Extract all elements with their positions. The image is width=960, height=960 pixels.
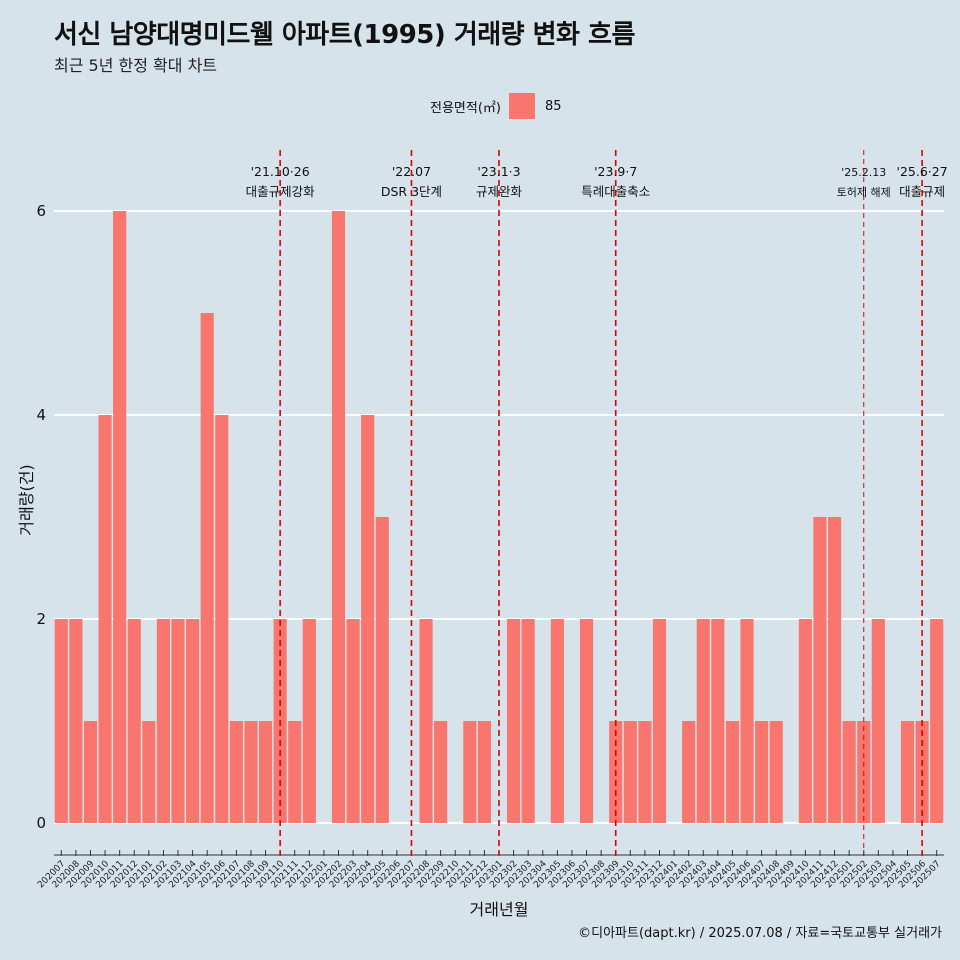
bar-202205 [375, 517, 389, 823]
y-tick-label: 0 [36, 814, 46, 832]
bar-202211 [463, 721, 477, 823]
event-date-label: '25.6·27 [897, 164, 948, 179]
bar-202403 [696, 619, 710, 823]
event-name-label: 특례대출축소 [581, 184, 650, 199]
bar-202107 [229, 721, 243, 823]
legend-item-label: 85 [544, 98, 562, 114]
event-date-label: '23.9·7 [594, 164, 637, 179]
event-date-label: '23.1·3 [477, 164, 520, 179]
bar-202505 [900, 721, 915, 823]
bar-202303 [521, 619, 535, 823]
y-tick-label: 4 [36, 406, 46, 424]
event-name-label: 토허제 해제 [837, 185, 891, 199]
bar-202104 [186, 619, 200, 823]
bar-202310 [623, 721, 637, 823]
bar-202008 [69, 619, 83, 823]
y-axis-title: 거래량(건) [17, 464, 36, 535]
bar-202009 [83, 721, 98, 823]
bar-202108 [244, 721, 258, 823]
event-name-label: 대출규제강화 [246, 184, 316, 199]
bar-202406 [740, 619, 754, 823]
bar-202501 [842, 721, 856, 823]
bar-202202 [331, 211, 346, 823]
y-tick-label: 2 [36, 610, 46, 628]
source-caption: ©디아파트(dapt.kr) / 2025.07.08 / 자료=국토교통부 실… [578, 926, 942, 941]
bar-202405 [725, 721, 740, 823]
bar-202112 [302, 619, 316, 823]
bar-202503 [871, 619, 885, 823]
bar-202101 [142, 721, 156, 823]
bar-202102 [156, 619, 170, 823]
bar-202209 [434, 721, 448, 823]
event-date-label: '21.10·26 [251, 164, 310, 179]
bar-202203 [346, 619, 360, 823]
bar-202404 [711, 619, 725, 823]
bar-202410 [798, 619, 812, 823]
chart-subtitle: 최근 5년 한정 확대 차트 [54, 56, 218, 75]
event-name-label: 규제완화 [476, 184, 523, 199]
chart-title: 서신 남양대명미드웰 아파트(1995) 거래량 변화 흐름 [54, 20, 635, 50]
bar-202411 [813, 517, 827, 823]
bar-202305 [550, 619, 564, 823]
event-date-label: '25.2.13 [841, 166, 886, 179]
bar-202011 [113, 211, 127, 823]
bar-202311 [638, 721, 652, 823]
bar-202204 [361, 415, 375, 823]
bar-202507 [930, 619, 944, 823]
bar-202312 [652, 619, 667, 823]
bar-202208 [419, 619, 433, 823]
bar-202408 [769, 721, 783, 823]
bar-202106 [215, 415, 229, 823]
bar-202111 [288, 721, 302, 823]
bar-202109 [258, 721, 273, 823]
event-name-label: DSR 3단계 [381, 184, 442, 199]
event-date-label: '22.07 [392, 164, 431, 179]
bar-202412 [828, 517, 842, 823]
legend-title: 전용면적(㎡) [430, 100, 501, 116]
x-axis-title: 거래년월 [470, 900, 529, 919]
bar-202302 [507, 619, 521, 823]
bar-202212 [477, 721, 491, 823]
bar-202105 [200, 313, 214, 823]
bar-202307 [579, 619, 594, 823]
bar-202012 [127, 619, 141, 823]
bar-202010 [98, 415, 112, 823]
legend: 전용면적(㎡) 85 [430, 93, 562, 119]
y-tick-label: 6 [36, 202, 46, 220]
bar-202407 [755, 721, 769, 823]
bar-202402 [682, 721, 696, 823]
legend-swatch [508, 93, 535, 119]
bar-202103 [171, 619, 185, 823]
bar-202007 [54, 619, 68, 823]
event-name-label: 대출규제 [899, 184, 945, 199]
